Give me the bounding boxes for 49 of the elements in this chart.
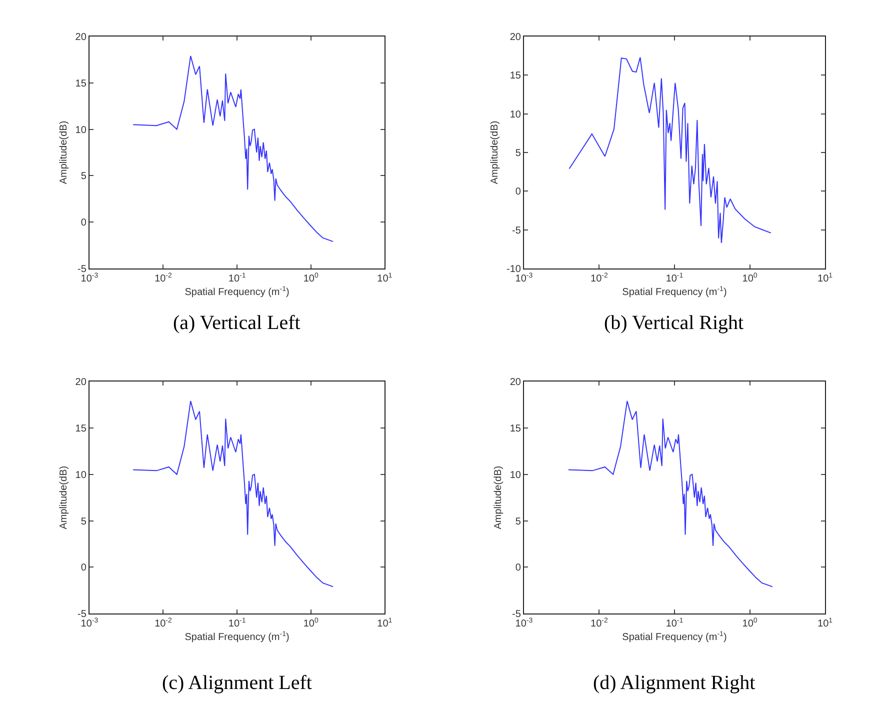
x-tick-label: 10$^{1}$ <box>818 272 833 284</box>
y-tick-label: 10 <box>510 109 522 120</box>
x-tick-label: 10$^{-1}$ <box>666 272 684 284</box>
y-tick-label: 0 <box>515 186 522 198</box>
x-axis-title: Spatial Frequency (m$^{-1}$) <box>622 630 727 644</box>
x-tick-label: 10$^{1}$ <box>377 272 392 284</box>
y-tick-label: 20 <box>75 377 87 388</box>
y-tick-label: 0 <box>515 562 522 574</box>
y-tick-label: 10 <box>510 470 522 481</box>
y-tick-label: 20 <box>510 32 522 43</box>
y-tick-label: 15 <box>510 70 522 82</box>
x-tick-label: 10$^{-1}$ <box>666 617 684 630</box>
y-tick-label: 15 <box>75 423 87 434</box>
y-tick-label: 20 <box>510 377 522 388</box>
text: (a) Vertical Left <box>173 312 301 334</box>
y-tick-label: -5 <box>512 225 522 236</box>
y-tick-label: 0 <box>80 218 87 229</box>
x-tick-label: 10$^{-2}$ <box>590 617 608 630</box>
text: (d) Alignment Right <box>593 672 756 694</box>
x-tick-label: 10$^{0}$ <box>303 617 318 630</box>
y-tick-label: 5 <box>515 516 522 528</box>
x-tick-label: 10$^{1}$ <box>818 617 833 630</box>
x-tick-label: 10$^{0}$ <box>303 272 318 284</box>
x-tick-label: 10$^{-1}$ <box>228 272 246 284</box>
text: (b) Vertical Right <box>604 312 744 334</box>
text: (c) Alignment Left <box>162 672 312 694</box>
y-tick-label: 20 <box>75 32 87 43</box>
y-tick-label: 0 <box>80 562 87 574</box>
x-axis-title: Spatial Frequency (m$^{-1}$) <box>184 286 290 298</box>
x-axis-title: Spatial Frequency (m$^{-1}$) <box>184 630 290 644</box>
x-tick-label: 10$^{-2}$ <box>154 617 172 630</box>
y-tick-label: 10 <box>75 124 87 136</box>
y-axis-title: Amplitude(dB) <box>58 120 70 184</box>
x-tick-label: 10$^{1}$ <box>377 617 392 630</box>
x-tick-label: 10$^{-1}$ <box>228 617 246 630</box>
y-tick-label: 5 <box>80 516 87 528</box>
y-axis-title: Amplitude(dB) <box>492 466 504 530</box>
y-tick-label: 5 <box>80 171 87 182</box>
x-tick-label: 10$^{0}$ <box>742 272 758 284</box>
x-tick-label: 10$^{0}$ <box>742 617 758 630</box>
y-axis-title: Amplitude(dB) <box>58 466 70 530</box>
y-tick-label: 15 <box>75 78 87 90</box>
x-axis-title: Spatial Frequency (m$^{-1}$) <box>622 286 727 298</box>
y-tick-label: 15 <box>510 423 522 434</box>
y-axis-title: Amplitude(dB) <box>489 120 500 184</box>
x-tick-label: 10$^{-2}$ <box>154 272 172 284</box>
x-tick-label: 10$^{-2}$ <box>590 272 608 284</box>
y-tick-label: 5 <box>515 148 522 159</box>
y-tick-label: 10 <box>75 470 87 481</box>
